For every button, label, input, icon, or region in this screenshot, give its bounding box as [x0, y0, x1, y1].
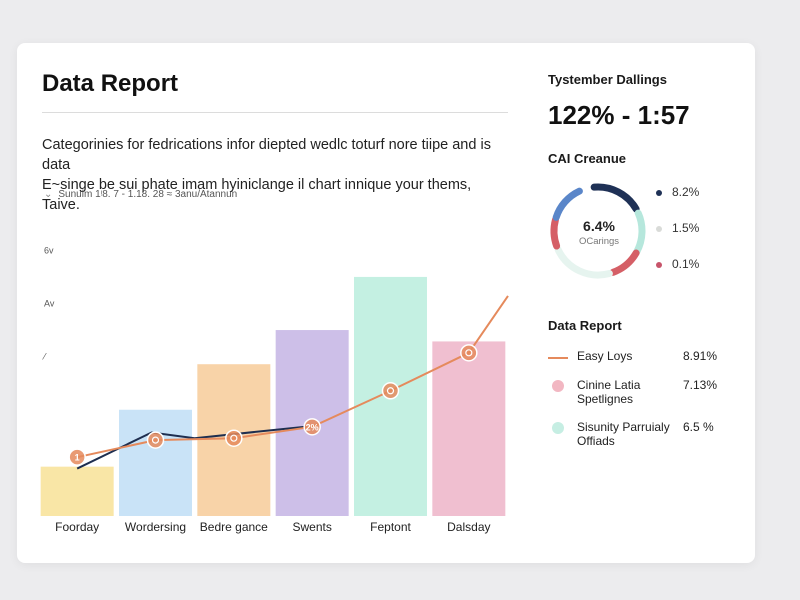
- donut-center-label: OCarings: [578, 236, 620, 247]
- page-title: Data Report: [42, 70, 179, 97]
- donut-heading: CAI Creanue: [548, 151, 627, 166]
- x-tick-label: Dalsday: [447, 520, 490, 534]
- chart-source-note: ⌄ Sunulm 1ᵎ8. 7 - 1.18. 28 ≈ 3anu/Atannun: [44, 189, 237, 200]
- donut-segment-navy: [590, 183, 640, 213]
- donut-center-value: 6.4%: [583, 218, 615, 234]
- point-inner-ring: [151, 436, 160, 444]
- chart-source-text: Sunulm 1ᵎ8. 7 - 1.18. 28 ≈ 3anu/Atannun: [58, 189, 238, 200]
- line-point: [460, 344, 478, 362]
- series-legend-name: Easy Loys: [577, 349, 633, 363]
- bar: [119, 409, 192, 516]
- legend-line-marker: [548, 357, 568, 359]
- x-tick-label: Feptont: [370, 520, 411, 534]
- line-point: [303, 418, 321, 436]
- x-tick-label: Foorday: [55, 520, 99, 534]
- donut-segment-mint: [633, 209, 646, 256]
- y-tick-label: Av: [44, 298, 55, 308]
- donut-legend-value: 0.1%: [672, 257, 700, 271]
- donut-chart: [550, 183, 646, 279]
- x-tick-label: Swents: [292, 520, 331, 534]
- series-legend-value: 8.91%: [683, 349, 718, 363]
- point-label: 1: [75, 453, 80, 463]
- description-line-2: E~singe be sui phate imam hyiniclange il…: [42, 177, 472, 213]
- dropdown-icon: ⌄: [44, 189, 53, 200]
- y-tick-label: ⁄: [42, 352, 47, 362]
- donut-center: 6.4% OCarings: [555, 218, 643, 247]
- donut-legend-item: 1.5%: [656, 221, 699, 235]
- report-description: Categorinies for fedrications infor diep…: [42, 135, 512, 215]
- line-point: [68, 448, 86, 466]
- main-chart: 6v Av ⁄ Foorday Wordersing Bedre gance Swents F…: [40, 245, 509, 534]
- series-legend-name: Cinine Latia Spetlignes: [577, 378, 641, 406]
- x-tick-label: Bedre gance: [200, 520, 268, 534]
- point-inner-ring: [465, 349, 473, 357]
- big-metric: 122% - 1:57: [548, 100, 690, 130]
- bar: [432, 341, 506, 516]
- series-legend-name: Sisunity Parruialy Offiads: [577, 420, 670, 448]
- point-inner-ring: [386, 387, 395, 395]
- donut-segment-red: [609, 249, 640, 276]
- y-tick-label: 6v: [44, 245, 54, 255]
- donut-legend-item: 0.1%: [656, 257, 699, 271]
- description-line-1: Categorinies for fedrications infor diep…: [42, 137, 491, 173]
- point-inner-ring: [230, 434, 238, 442]
- line-point: [381, 382, 400, 400]
- legend-swatch: [656, 261, 662, 268]
- donut-legend-value: 8.2%: [672, 185, 700, 199]
- legend-heading: Data Report: [548, 318, 622, 333]
- legend-circle-marker: [552, 380, 564, 392]
- legend-circle-marker: [552, 422, 564, 434]
- x-tick-label: Wordersing: [125, 520, 186, 534]
- donut-segment-blue: [552, 187, 583, 221]
- legend-swatch: [656, 225, 662, 232]
- point-label: 2%: [306, 422, 319, 432]
- series-legend-value: 6.5 %: [683, 420, 714, 434]
- series-line-navy: [76, 425, 305, 470]
- bar: [40, 466, 114, 516]
- donut-legend-item: 8.2%: [656, 185, 699, 199]
- series-legend-value: 7.13%: [683, 378, 718, 392]
- legend-swatch: [656, 189, 662, 196]
- title-divider: [42, 112, 508, 113]
- side-title: Tystember Dallings: [548, 72, 667, 87]
- line-point: [225, 429, 243, 447]
- donut-legend-value: 1.5%: [672, 221, 700, 235]
- line-point: [146, 431, 165, 449]
- donut-segment-pale: [554, 246, 613, 279]
